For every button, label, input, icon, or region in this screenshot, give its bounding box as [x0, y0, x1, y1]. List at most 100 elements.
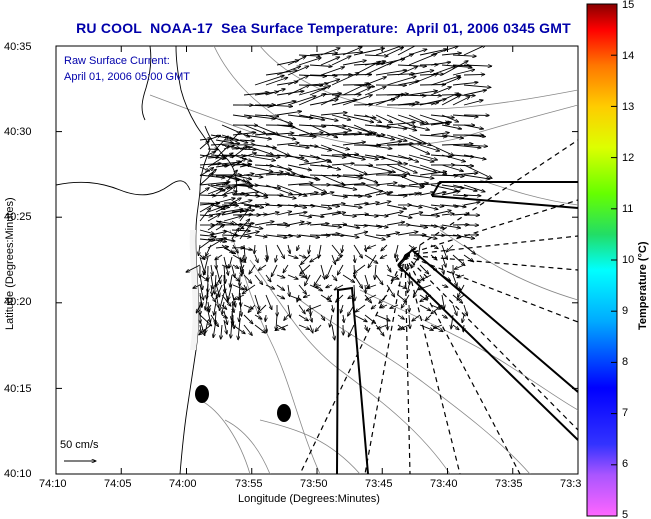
- colorbar-tick: 8: [622, 356, 628, 368]
- current-vector: [186, 264, 201, 272]
- current-vector: [287, 183, 313, 186]
- y-tick-label: 40:25: [4, 211, 32, 223]
- current-vector: [375, 201, 391, 206]
- current-vector: [232, 244, 238, 253]
- buoy-marker: [277, 404, 291, 422]
- current-vector: [207, 188, 223, 195]
- current-vector: [309, 75, 337, 76]
- current-vector: [386, 122, 415, 126]
- current-vector: [309, 324, 313, 333]
- current-vector: [240, 301, 242, 316]
- current-vector: [265, 284, 275, 289]
- current-vector: [463, 324, 464, 332]
- current-vector: [408, 174, 434, 178]
- current-vector: [375, 224, 388, 227]
- current-vector: [208, 301, 209, 312]
- current-vector: [287, 212, 307, 216]
- current-vector: [215, 183, 228, 185]
- current-vector: [315, 324, 322, 332]
- current-vector: [430, 66, 456, 76]
- current-vector: [265, 234, 287, 238]
- current-vector: [223, 310, 227, 325]
- current-vector: [381, 244, 388, 251]
- current-vector: [397, 114, 424, 123]
- current-vector: [375, 134, 395, 140]
- current-vector: [463, 164, 492, 178]
- current-vector: [386, 74, 415, 75]
- current-vector: [463, 202, 480, 206]
- annotation-line2: April 01, 2006 05:00 GMT: [64, 71, 190, 83]
- current-vector: [407, 264, 409, 271]
- current-vector: [419, 234, 437, 239]
- current-vector: [221, 264, 229, 268]
- current-vector: [210, 294, 216, 302]
- current-vector: [377, 324, 388, 329]
- current-vector: [408, 193, 421, 196]
- current-vector: [419, 324, 433, 330]
- current-vector: [364, 172, 392, 176]
- current-vector: [210, 274, 213, 289]
- current-vector: [320, 174, 345, 185]
- current-vector: [353, 61, 380, 76]
- current-vector: [408, 244, 415, 250]
- current-vector: [408, 114, 429, 124]
- current-vector: [375, 314, 390, 321]
- current-vector: [254, 274, 263, 285]
- current-vector: [207, 205, 227, 213]
- current-vectors: [186, 46, 492, 340]
- current-vector: [309, 114, 338, 121]
- current-vector: [254, 314, 262, 319]
- current-vector: [238, 319, 241, 340]
- current-vector: [463, 184, 485, 192]
- y-axis-label: Latitude (Degrees:Minutes): [4, 197, 16, 330]
- current-vector: [287, 154, 309, 162]
- current-vector: [364, 77, 386, 86]
- current-vector: [207, 149, 218, 150]
- current-vector: [298, 58, 321, 66]
- current-vector: [298, 87, 327, 96]
- current-vector: [199, 215, 213, 216]
- current-vector: [199, 235, 214, 236]
- current-vector: [276, 194, 296, 198]
- current-vector: [397, 184, 423, 187]
- current-vector: [462, 314, 464, 323]
- current-vector: [276, 284, 285, 290]
- current-vector: [463, 74, 485, 75]
- current-vector: [408, 54, 437, 66]
- current-vector: [276, 244, 285, 259]
- current-vector: [243, 174, 263, 177]
- current-vector: [243, 274, 252, 283]
- current-vector: [287, 274, 298, 279]
- current-vector: [214, 301, 217, 315]
- current-vector: [398, 324, 410, 330]
- current-vector: [320, 192, 334, 196]
- y-tick-label: 40:35: [4, 41, 32, 53]
- current-vector: [265, 314, 266, 322]
- current-vector: [298, 234, 320, 238]
- current-vector: [441, 294, 444, 309]
- current-vector: [309, 235, 330, 236]
- current-vector: [215, 292, 219, 308]
- current-vector: [386, 284, 395, 297]
- current-vector: [210, 143, 240, 146]
- current-vector: [364, 314, 376, 323]
- current-vector: [408, 134, 431, 146]
- current-vector: [210, 195, 227, 196]
- y-tick-label: 40:30: [4, 126, 32, 138]
- current-vector: [353, 244, 362, 258]
- current-vector: [419, 154, 438, 160]
- current-vector: [199, 188, 209, 195]
- current-vector: [215, 225, 225, 231]
- current-vector: [276, 134, 296, 139]
- current-vector: [430, 254, 437, 260]
- current-vector: [353, 154, 378, 159]
- current-vector: [441, 214, 454, 215]
- current-vector: [239, 256, 243, 274]
- current-vector: [298, 160, 330, 166]
- current-vector: [386, 195, 407, 196]
- current-vector: [215, 220, 234, 224]
- current-vector: [215, 274, 216, 294]
- current-vector: [386, 47, 404, 56]
- current-vector: [430, 210, 451, 216]
- current-vector: [232, 114, 252, 118]
